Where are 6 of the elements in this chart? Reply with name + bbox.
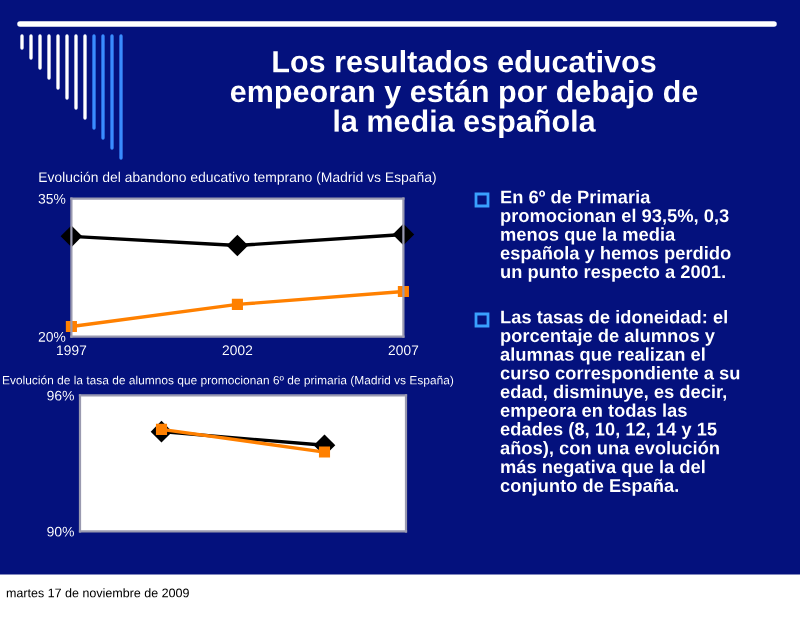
text: Los resultados educativos empeoran y están por debajo de la media española: [230, 50, 698, 138]
point: [231, 298, 243, 310]
point: [227, 235, 248, 256]
text: Las tasas de idoneidad: el porcentaje de alumnos y alumnas que realizan el curso correspondiente a su edad, disminuye, es decir, empeora en todas las edades (8, 10, 12, 14 y 15 años), con una evolución más negativa que la del conjunto de España.: [500, 310, 740, 496]
point: [318, 446, 331, 458]
text: En 6º de Primaria promocionan el 93,5%, 0,3 menos que la media española y hemos perdido un punto respecto a 2001.: [500, 190, 731, 282]
